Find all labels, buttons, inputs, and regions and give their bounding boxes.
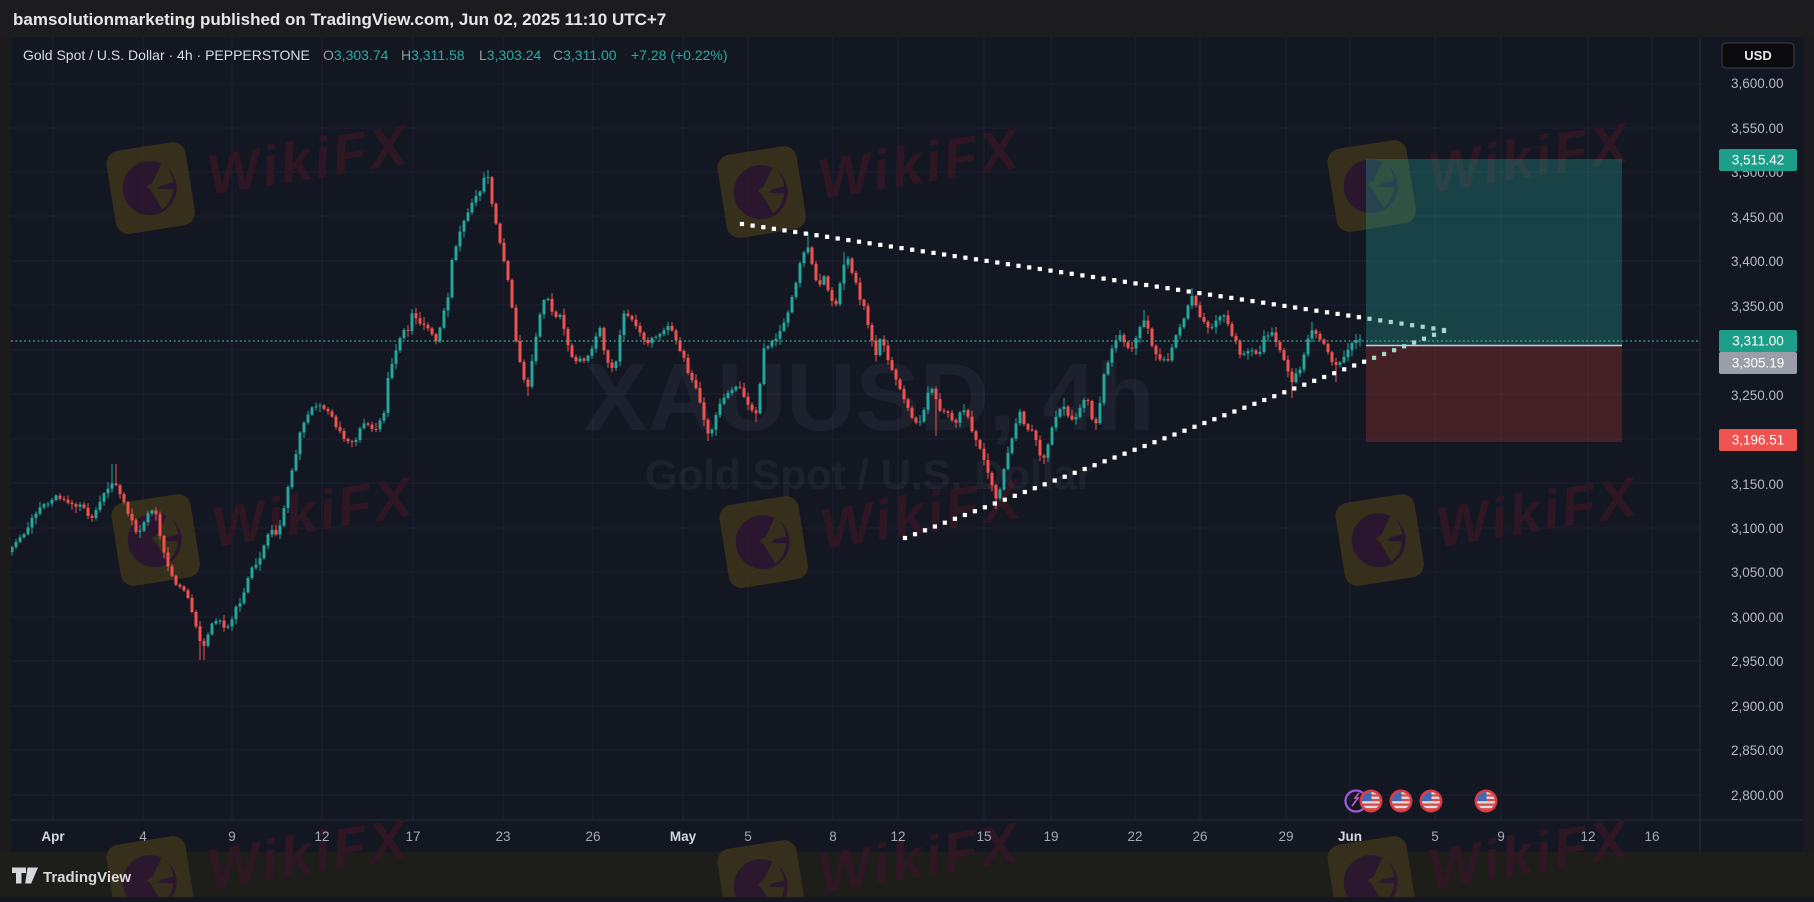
svg-text:3,250.00: 3,250.00 [1731, 388, 1784, 403]
svg-text:Gold Spot / U.S. Dollar · 4h ·: Gold Spot / U.S. Dollar · 4h · PEPPERSTO… [23, 47, 310, 63]
svg-text:5: 5 [1431, 829, 1439, 844]
svg-text:2,950.00: 2,950.00 [1731, 654, 1784, 669]
svg-text:3,550.00: 3,550.00 [1731, 121, 1784, 136]
svg-text:Gold Spot / U.S. Dollar: Gold Spot / U.S. Dollar [645, 451, 1093, 498]
svg-text:5: 5 [744, 829, 752, 844]
svg-text:Jun: Jun [1338, 829, 1362, 844]
svg-text:9: 9 [1497, 829, 1505, 844]
svg-text:Apr: Apr [41, 829, 65, 844]
svg-text:12: 12 [890, 829, 905, 844]
svg-text:22: 22 [1127, 829, 1142, 844]
svg-text:26: 26 [585, 829, 600, 844]
svg-text:3,515.42: 3,515.42 [1732, 153, 1785, 168]
svg-text:3,450.00: 3,450.00 [1731, 210, 1784, 225]
svg-text:3,311.00: 3,311.00 [1732, 334, 1784, 349]
svg-text:3,150.00: 3,150.00 [1731, 477, 1784, 492]
svg-text:L3,303.24: L3,303.24 [479, 47, 542, 63]
svg-text:3,400.00: 3,400.00 [1731, 254, 1784, 269]
svg-text:2,800.00: 2,800.00 [1731, 788, 1784, 803]
svg-text:3,100.00: 3,100.00 [1731, 521, 1784, 536]
svg-text:May: May [670, 829, 697, 844]
svg-text:2,900.00: 2,900.00 [1731, 699, 1784, 714]
svg-text:H3,311.58: H3,311.58 [401, 47, 465, 63]
svg-text:4: 4 [139, 829, 147, 844]
svg-text:15: 15 [976, 829, 991, 844]
svg-text:9: 9 [228, 829, 236, 844]
svg-text:3,050.00: 3,050.00 [1731, 565, 1784, 580]
svg-text:3,305.19: 3,305.19 [1732, 356, 1785, 371]
svg-text:2,850.00: 2,850.00 [1731, 743, 1784, 758]
svg-text:12: 12 [1580, 829, 1595, 844]
svg-text:3,196.51: 3,196.51 [1732, 433, 1785, 448]
svg-text:12: 12 [314, 829, 329, 844]
svg-text:19: 19 [1043, 829, 1058, 844]
svg-text:26: 26 [1192, 829, 1207, 844]
svg-text:TradingView: TradingView [43, 869, 131, 886]
svg-text:bamsolutionmarketing published: bamsolutionmarketing published on Tradin… [13, 10, 666, 29]
svg-text:C3,311.00: C3,311.00 [553, 47, 617, 63]
svg-text:16: 16 [1644, 829, 1659, 844]
svg-text:3,350.00: 3,350.00 [1731, 299, 1784, 314]
svg-text:XAUUSD, 4h: XAUUSD, 4h [584, 344, 1155, 451]
svg-text:O3,303.74: O3,303.74 [323, 47, 389, 63]
svg-text:23: 23 [495, 829, 510, 844]
svg-text:17: 17 [405, 829, 420, 844]
svg-text:8: 8 [829, 829, 837, 844]
svg-text:+7.28 (+0.22%): +7.28 (+0.22%) [631, 47, 728, 63]
svg-text:3,000.00: 3,000.00 [1731, 610, 1784, 625]
svg-text:3,600.00: 3,600.00 [1731, 76, 1784, 91]
svg-text:29: 29 [1278, 829, 1293, 844]
svg-text:USD: USD [1744, 48, 1771, 63]
